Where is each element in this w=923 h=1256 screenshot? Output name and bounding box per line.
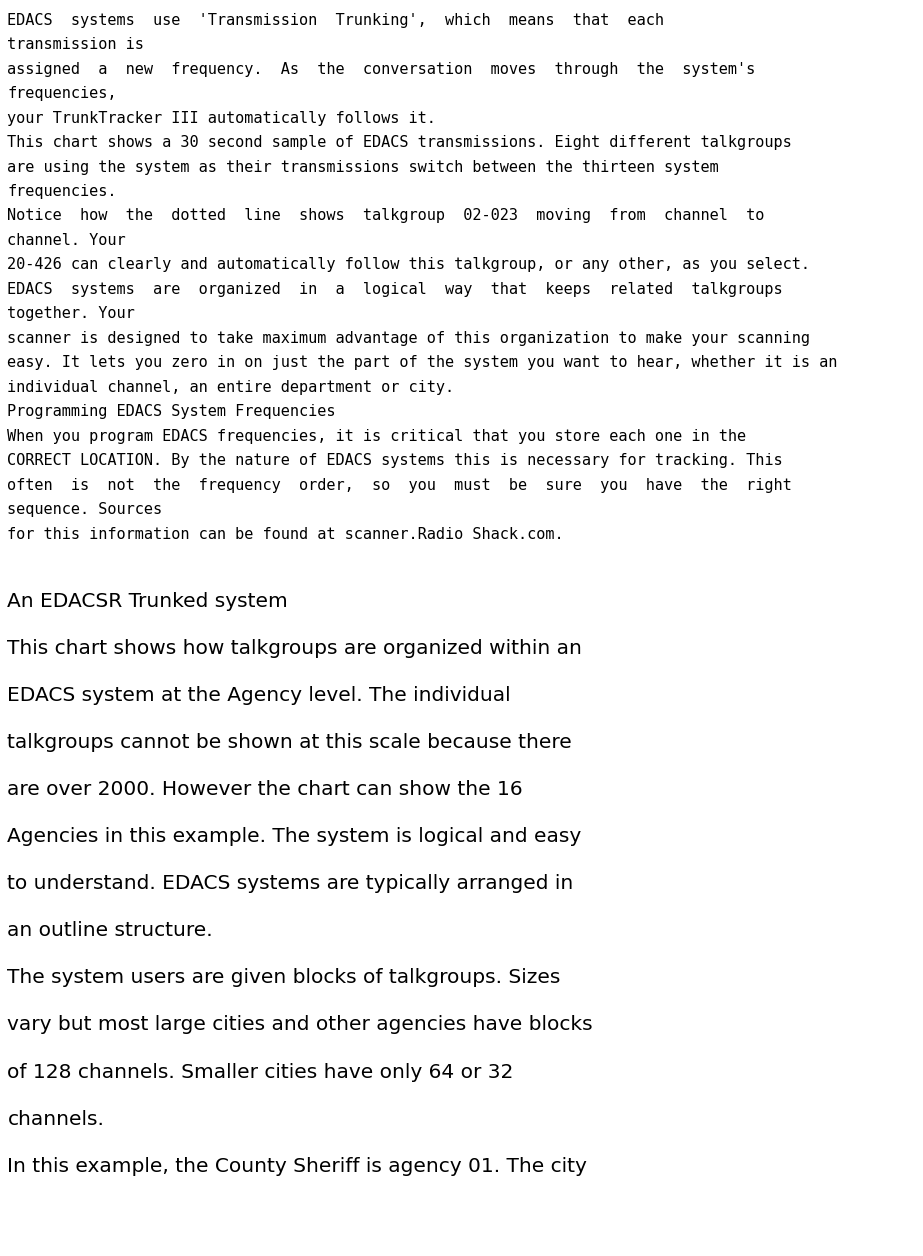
Text: an outline structure.: an outline structure. <box>7 921 213 941</box>
Text: assigned  a  new  frequency.  As  the  conversation  moves  through  the  system: assigned a new frequency. As the convers… <box>7 62 756 77</box>
Text: are using the system as their transmissions switch between the thirteen system: are using the system as their transmissi… <box>7 160 719 175</box>
Text: often  is  not  the  frequency  order,  so  you  must  be  sure  you  have  the : often is not the frequency order, so you… <box>7 477 792 492</box>
Text: to understand. EDACS systems are typically arranged in: to understand. EDACS systems are typical… <box>7 874 573 893</box>
Text: together. Your: together. Your <box>7 306 135 322</box>
Text: EDACS  systems  are  organized  in  a  logical  way  that  keeps  related  talkg: EDACS systems are organized in a logical… <box>7 281 783 296</box>
Text: 20-426 can clearly and automatically follow this talkgroup, or any other, as you: 20-426 can clearly and automatically fol… <box>7 257 810 273</box>
Text: This chart shows how talkgroups are organized within an: This chart shows how talkgroups are orga… <box>7 638 582 658</box>
Text: of 128 channels. Smaller cities have only 64 or 32: of 128 channels. Smaller cities have onl… <box>7 1063 514 1081</box>
Text: An EDACSR Trunked system: An EDACSR Trunked system <box>7 592 288 610</box>
Text: talkgroups cannot be shown at this scale because there: talkgroups cannot be shown at this scale… <box>7 732 572 752</box>
Text: frequencies.: frequencies. <box>7 183 117 198</box>
Text: scanner is designed to take maximum advantage of this organization to make your : scanner is designed to take maximum adva… <box>7 330 810 345</box>
Text: channel. Your: channel. Your <box>7 232 126 247</box>
Text: Notice  how  the  dotted  line  shows  talkgroup  02-023  moving  from  channel : Notice how the dotted line shows talkgro… <box>7 208 765 224</box>
Text: This chart shows a 30 second sample of EDACS transmissions. Eight different talk: This chart shows a 30 second sample of E… <box>7 134 792 149</box>
Text: individual channel, an entire department or city.: individual channel, an entire department… <box>7 379 454 394</box>
Text: sequence. Sources: sequence. Sources <box>7 502 162 517</box>
Text: CORRECT LOCATION. By the nature of EDACS systems this is necessary for tracking.: CORRECT LOCATION. By the nature of EDACS… <box>7 453 783 468</box>
Text: Agencies in this example. The system is logical and easy: Agencies in this example. The system is … <box>7 826 581 847</box>
Text: frequencies,: frequencies, <box>7 85 117 100</box>
Text: In this example, the County Sheriff is agency 01. The city: In this example, the County Sheriff is a… <box>7 1157 587 1176</box>
Text: easy. It lets you zero in on just the part of the system you want to hear, wheth: easy. It lets you zero in on just the pa… <box>7 355 838 371</box>
Text: channels.: channels. <box>7 1109 104 1129</box>
Text: vary but most large cities and other agencies have blocks: vary but most large cities and other age… <box>7 1015 593 1035</box>
Text: When you program EDACS frequencies, it is critical that you store each one in th: When you program EDACS frequencies, it i… <box>7 428 747 443</box>
Text: for this information can be found at scanner.Radio Shack.com.: for this information can be found at sca… <box>7 526 564 541</box>
Text: Programming EDACS System Frequencies: Programming EDACS System Frequencies <box>7 404 336 420</box>
Text: EDACS system at the Agency level. The individual: EDACS system at the Agency level. The in… <box>7 686 511 705</box>
Text: your TrunkTracker III automatically follows it.: your TrunkTracker III automatically foll… <box>7 111 437 126</box>
Text: The system users are given blocks of talkgroups. Sizes: The system users are given blocks of tal… <box>7 968 561 987</box>
Text: transmission is: transmission is <box>7 36 144 51</box>
Text: EDACS  systems  use  'Transmission  Trunking',  which  means  that  each: EDACS systems use 'Transmission Trunking… <box>7 13 665 28</box>
Text: are over 2000. However the chart can show the 16: are over 2000. However the chart can sho… <box>7 780 523 799</box>
